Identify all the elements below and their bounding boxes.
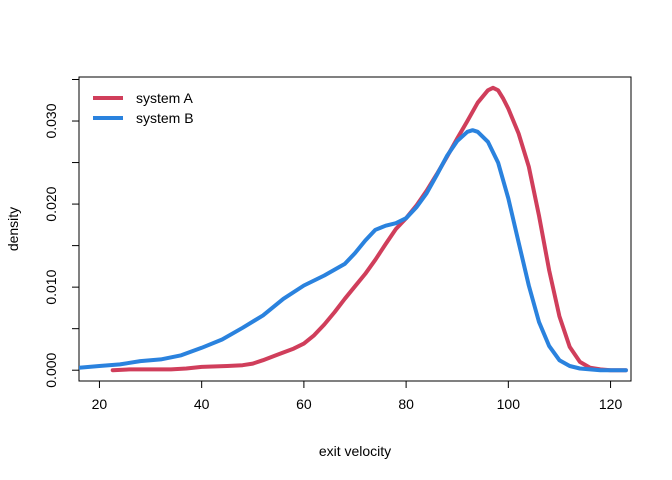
series-layer [79,85,628,373]
x-tick-label: 80 [398,396,414,412]
x-tick-label: 120 [599,396,623,412]
series-line-system-b [79,128,628,373]
y-axis: 0.000 0.010 0.020 0.030 [43,78,79,388]
x-tick-label: 60 [296,396,312,412]
series-line-system-a [110,85,628,373]
x-tick-label: 40 [194,396,210,412]
y-axis-label: density [5,207,21,251]
y-tick-label: 0.020 [43,186,59,221]
x-axis-label: exit velocity [319,443,391,459]
legend-label: system B [136,110,194,126]
y-tick-label: 0.000 [43,352,59,387]
x-axis: 20 40 60 80 100 120 [92,381,623,412]
y-tick-label: 0.030 [43,103,59,138]
legend: system A system B [93,90,194,126]
plot-frame [78,76,632,382]
legend-label: system A [136,90,193,106]
y-tick-label: 0.010 [43,269,59,304]
x-tick-label: 20 [92,396,108,412]
x-tick-label: 100 [497,396,521,412]
